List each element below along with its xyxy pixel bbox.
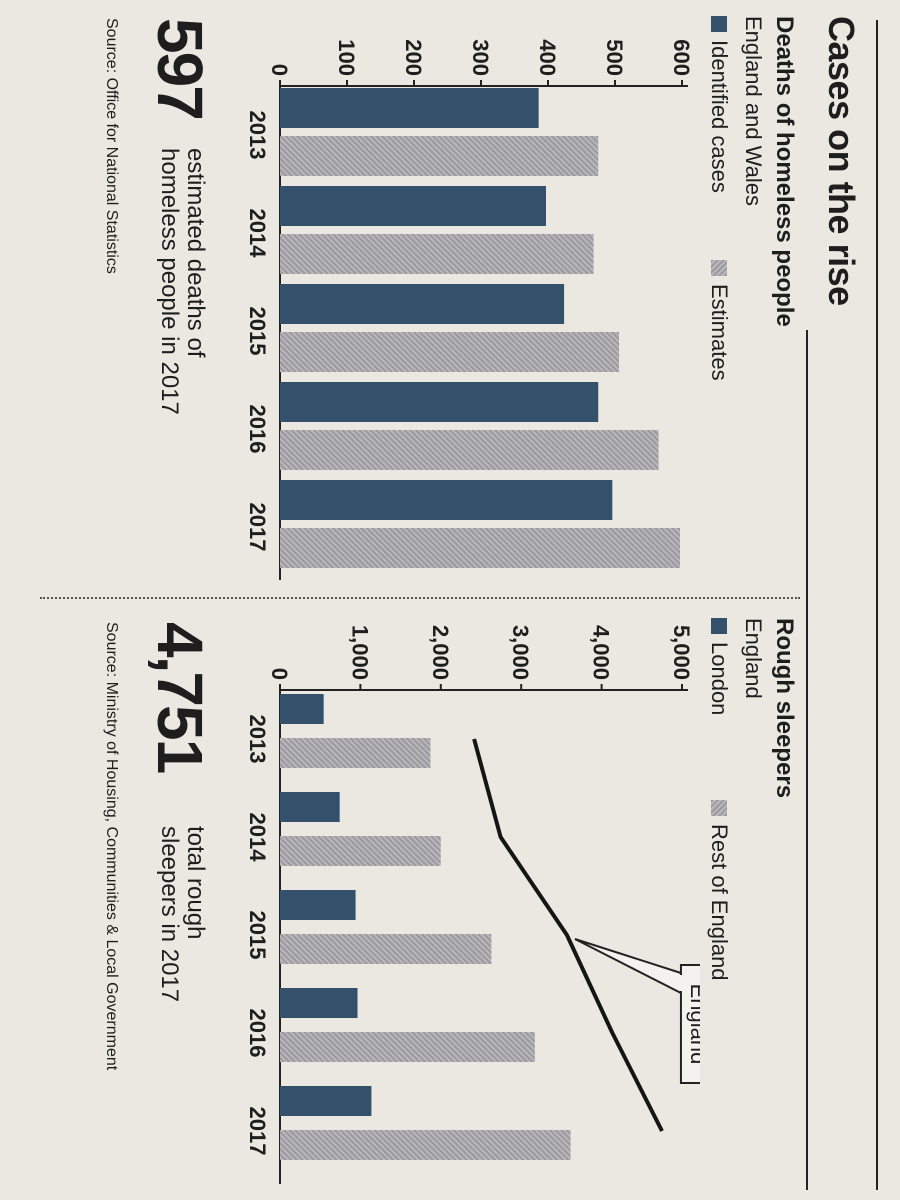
bar-dark <box>279 480 613 520</box>
rough-sleepers-big-desc-1: total rough <box>182 826 209 940</box>
bar-dark <box>279 890 356 920</box>
bar-dark <box>279 1086 372 1116</box>
rough-sleepers-source: Source: Ministry of Housing, Communities… <box>103 622 120 1071</box>
legend-swatch-dark <box>711 16 727 32</box>
bar-dark <box>280 382 599 422</box>
rough-sleepers-big-desc-2: sleepers in 2017 <box>156 826 183 1003</box>
bar-light <box>280 1032 535 1062</box>
deaths-big-desc-2: homeless people in 2017 <box>156 148 183 415</box>
legend-label: London <box>707 642 732 716</box>
bar-dark <box>280 88 539 128</box>
y-tick-label: 1,000 <box>347 625 372 680</box>
y-tick-label: 100 <box>334 39 359 76</box>
bar-dark <box>280 186 546 226</box>
legend-swatch-light <box>711 260 727 276</box>
callout-joint <box>678 975 683 991</box>
bar-dark <box>280 284 565 324</box>
y-tick-label: 300 <box>468 39 493 76</box>
legend-label: Estimates <box>707 284 732 381</box>
bar-light <box>280 136 599 176</box>
x-tick-label: 2013 <box>245 715 270 764</box>
y-tick-label: 4,000 <box>589 625 614 680</box>
bar-light <box>280 528 680 568</box>
bar-light <box>280 332 620 372</box>
legend-swatch-light <box>711 800 727 816</box>
panel-divider <box>40 597 800 599</box>
y-tick-label: 400 <box>535 39 560 76</box>
y-tick-label: 200 <box>401 39 426 76</box>
legend-label: Rest of England <box>707 824 732 981</box>
rough-sleepers-chart: 0 1,000 2,000 3,000 4,000 5,000 2013 2014 2015 20… <box>245 625 700 1184</box>
x-tick-label: 2014 <box>245 209 270 259</box>
y-tick-label: 5,000 <box>669 625 694 680</box>
bar-light <box>280 430 659 470</box>
bar-light <box>280 234 594 274</box>
bar-light <box>279 1130 571 1160</box>
y-tick-label: 3,000 <box>508 625 533 680</box>
x-tick-label: 2015 <box>245 911 270 960</box>
callout-box <box>679 964 700 1084</box>
x-tick-label: 2016 <box>245 1009 270 1058</box>
legend-swatch-dark <box>711 618 727 634</box>
page-title: Cases on the rise <box>821 16 862 306</box>
top-rule <box>876 20 878 1190</box>
y-tick-label: 500 <box>602 39 627 76</box>
bar-light <box>280 738 431 768</box>
deaths-big-desc-1: estimated deaths of <box>182 148 209 358</box>
bar-light <box>280 934 492 964</box>
y-tick-label: 0 <box>267 64 292 76</box>
bar-dark <box>279 694 324 724</box>
title-rule <box>806 330 808 1190</box>
x-tick-label: 2014 <box>245 813 270 863</box>
rough-legend-rest: Rest of England <box>706 800 732 981</box>
y-tick-label: 0 <box>267 668 292 680</box>
legend-label: Identified cases <box>707 40 732 193</box>
x-tick-label: 2017 <box>245 1107 270 1156</box>
deaths-source: Source: Office for National Statistics <box>103 18 120 274</box>
callout-label: England <box>686 984 700 1065</box>
rough-sleepers-subtitle: England <box>741 618 766 699</box>
y-tick-label: 600 <box>669 39 694 76</box>
x-tick-label: 2013 <box>245 111 270 160</box>
deaths-chart: 0 100 200 300 400 500 600 2013 2014 2015 2016 2017 <box>245 39 694 580</box>
deaths-chart-subtitle: England and Wales <box>741 16 766 206</box>
england-line <box>472 738 664 1132</box>
x-tick-label: 2016 <box>245 405 270 454</box>
deaths-legend-identified: Identified cases <box>706 16 732 193</box>
deaths-chart-title: Deaths of homeless people <box>771 16 798 327</box>
rough-legend-london: London <box>706 618 732 715</box>
bar-light <box>280 836 441 866</box>
x-tick-label: 2015 <box>245 307 270 356</box>
y-tick-label: 2,000 <box>428 625 453 680</box>
deaths-big-number: 597 <box>144 18 216 119</box>
rough-sleepers-title: Rough sleepers <box>771 618 798 799</box>
x-tick-label: 2017 <box>245 503 270 552</box>
bar-dark <box>280 792 340 822</box>
deaths-legend-estimates: Estimates <box>706 260 732 381</box>
bar-dark <box>280 988 358 1018</box>
rough-sleepers-big-number: 4,751 <box>144 622 216 773</box>
